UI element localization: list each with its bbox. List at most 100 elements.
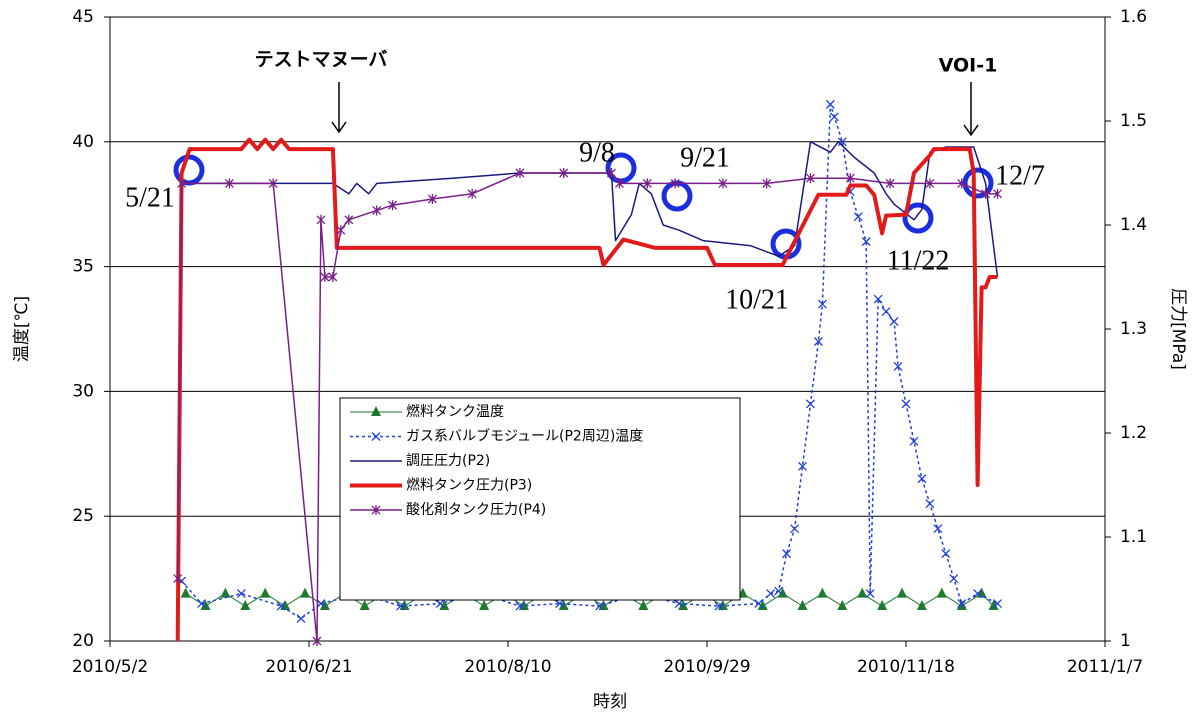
data-point (607, 168, 616, 178)
data-point (897, 587, 908, 598)
data-point (316, 599, 326, 609)
data-point (180, 587, 191, 598)
legend-label: 燃料タンク温度 (406, 403, 504, 420)
data-point (220, 587, 231, 598)
circle (902, 202, 934, 234)
data-point (885, 178, 895, 189)
annotation: VOI-1 (939, 55, 998, 77)
data-point (558, 600, 569, 611)
annotation: 5/21 (125, 182, 175, 213)
data-point (993, 599, 1002, 609)
data-point (865, 589, 875, 599)
data-point (328, 272, 338, 282)
x-tick-label: 2011/1/7 (1067, 657, 1143, 677)
data-point (359, 600, 370, 611)
data-point (777, 587, 788, 598)
data-point (766, 589, 776, 599)
y-tick-label: 25 (72, 506, 94, 526)
data-point (467, 188, 477, 199)
data-point (893, 361, 903, 371)
arrow (963, 82, 979, 137)
y-tick-label: 35 (72, 257, 94, 277)
data-point (837, 137, 847, 147)
data-point (515, 601, 525, 611)
data-point (817, 299, 827, 309)
data-point (678, 600, 689, 611)
annotation: 9/8 (579, 137, 615, 168)
data-point (916, 600, 927, 611)
data-point (200, 600, 211, 611)
data-point (957, 178, 967, 189)
x-tick-label: 2010/9/29 (663, 657, 750, 677)
data-point (813, 337, 823, 346)
series (176, 141, 999, 642)
data-point (177, 178, 187, 189)
data-point (949, 574, 959, 584)
arrow (331, 82, 347, 134)
data-point (857, 587, 868, 598)
data-point (296, 614, 306, 623)
y-axis-label: 温度[℃] (12, 296, 32, 362)
data-point (925, 178, 935, 189)
data-point (881, 307, 891, 316)
data-point (774, 586, 784, 596)
y2-tick-label: 1.4 (1120, 215, 1147, 235)
legend-label: 酸化剤タンク圧力(P4) (406, 502, 546, 518)
data-point (236, 589, 246, 599)
y-tick-label: 45 (72, 7, 94, 27)
data-point (889, 317, 899, 326)
y2-tick-label: 1.2 (1120, 423, 1147, 443)
x-tick-label: 2010/5/2 (72, 657, 148, 677)
series-line (176, 141, 999, 642)
x-tick-label: 2010/11/18 (857, 657, 955, 677)
circle (661, 180, 693, 212)
x-tick-label: 2010/8/10 (464, 657, 551, 677)
data-point (197, 599, 206, 609)
data-point (806, 173, 815, 184)
data-point (396, 601, 405, 611)
data-point (806, 399, 815, 409)
data-point (555, 599, 565, 609)
data-point (320, 272, 330, 282)
data-point (917, 474, 927, 484)
data-point (260, 587, 271, 598)
y2-tick-label: 1.6 (1120, 7, 1147, 27)
data-point (993, 188, 1002, 199)
data-point (837, 600, 848, 611)
y-tick-label: 20 (72, 631, 94, 651)
data-point (782, 549, 792, 559)
annotation: テストマヌーバ (255, 49, 388, 71)
data-point (240, 600, 251, 611)
data-point (435, 599, 445, 609)
data-point (817, 587, 828, 598)
data-point (371, 432, 381, 441)
data-point (439, 600, 450, 611)
data-point (559, 168, 569, 178)
data-point (371, 406, 381, 416)
series-line (175, 137, 998, 642)
data-point (479, 600, 490, 611)
data-point (336, 225, 346, 236)
y2-tick-label: 1.5 (1120, 111, 1147, 131)
x-axis-label: 時刻 (593, 692, 627, 712)
data-point (714, 601, 724, 611)
legend-label: 燃料タンク圧力(P3) (406, 477, 532, 494)
data-point (829, 112, 839, 122)
data-point (936, 587, 947, 598)
data-point (925, 499, 935, 509)
data-point (941, 549, 951, 559)
data-point (877, 600, 888, 611)
data-point (973, 589, 983, 599)
y2-axis-label: 圧力[MPa] (1168, 288, 1188, 370)
data-point (515, 168, 525, 178)
data-point (754, 599, 764, 609)
data-point (312, 636, 322, 646)
data-point (388, 200, 398, 211)
data-point (790, 524, 800, 534)
data-point (614, 178, 624, 189)
data-point (595, 601, 604, 611)
data-point (371, 505, 381, 515)
data-point (825, 99, 835, 109)
legend-label: ガス系バルブモジュール(P2周辺)温度 (406, 428, 643, 445)
